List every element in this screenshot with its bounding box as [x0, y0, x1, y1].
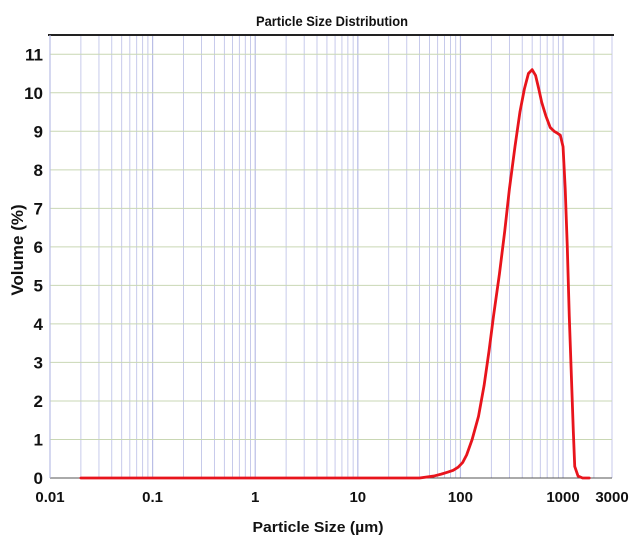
- y-tick-label: 11: [25, 45, 43, 64]
- x-tick-label: 1: [251, 489, 259, 506]
- y-axis-label: Volume (%): [8, 204, 27, 295]
- gridlines: [49, 35, 613, 478]
- tick-labels: 0.01 0.1 1 10 100 1000 3000 0 1 2 3 4 5 6 7 8 9 10 11: [24, 45, 629, 506]
- x-tick-label: 100: [448, 489, 473, 506]
- y-tick-label: 1: [34, 430, 43, 449]
- x-tick-label: 1000: [546, 489, 579, 506]
- x-axis-label: Particle Size (µm): [253, 519, 384, 536]
- x-tick-label: 10: [349, 489, 366, 506]
- x-tick-label: 0.1: [142, 489, 163, 506]
- y-tick-label: 2: [34, 392, 43, 411]
- chart-title: Particle Size Distribution: [256, 13, 408, 29]
- y-tick-label: 10: [24, 84, 43, 103]
- y-tick-label: 6: [34, 238, 43, 257]
- y-tick-label: 7: [34, 199, 43, 218]
- x-tick-label: 0.01: [35, 489, 64, 506]
- y-tick-label: 9: [34, 122, 43, 141]
- series-line: [79, 68, 591, 480]
- y-tick-label: 5: [34, 276, 43, 295]
- y-tick-label: 0: [34, 469, 43, 488]
- y-tick-label: 8: [34, 161, 43, 180]
- x-tick-label: 3000: [595, 489, 628, 506]
- series-group: [79, 68, 591, 480]
- y-tick-label: 4: [34, 315, 44, 334]
- y-tick-label: 3: [34, 353, 43, 372]
